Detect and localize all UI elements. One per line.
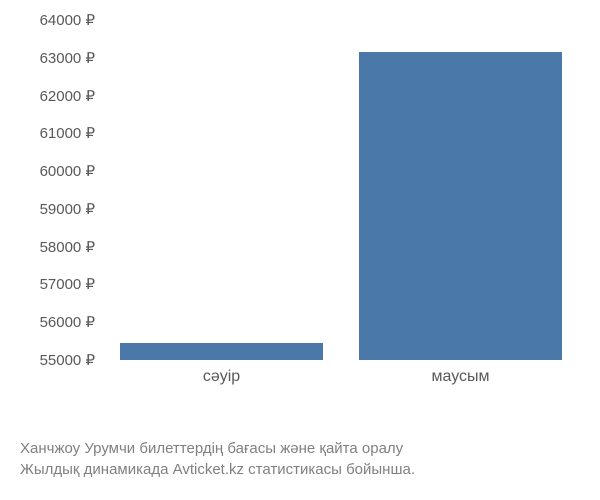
y-tick-label: 61000 ₽ (20, 124, 95, 142)
x-tick-label: маусым (431, 368, 489, 386)
y-axis: 64000 ₽63000 ₽62000 ₽61000 ₽60000 ₽59000… (20, 20, 100, 360)
y-tick-label: 58000 ₽ (20, 238, 95, 256)
caption-line-2: Жылдық динамикада Avticket.kz статистика… (20, 459, 580, 480)
chart-caption: Ханчжоу Урумчи билеттердің бағасы және қ… (20, 438, 580, 480)
bar (120, 343, 323, 360)
bar (359, 52, 562, 360)
y-tick-label: 56000 ₽ (20, 313, 95, 331)
y-tick-label: 60000 ₽ (20, 162, 95, 180)
y-tick-label: 55000 ₽ (20, 351, 95, 369)
x-axis: сәуір маусым (102, 368, 580, 398)
y-tick-label: 62000 ₽ (20, 87, 95, 105)
y-tick-label: 57000 ₽ (20, 275, 95, 293)
y-tick-label: 63000 ₽ (20, 49, 95, 67)
y-tick-label: 64000 ₽ (20, 11, 95, 29)
price-chart: 64000 ₽63000 ₽62000 ₽61000 ₽60000 ₽59000… (20, 20, 580, 440)
y-tick-label: 59000 ₽ (20, 200, 95, 218)
caption-line-1: Ханчжоу Урумчи билеттердің бағасы және қ… (20, 438, 580, 459)
x-tick-label: сәуір (203, 368, 240, 386)
plot-area (102, 20, 580, 360)
